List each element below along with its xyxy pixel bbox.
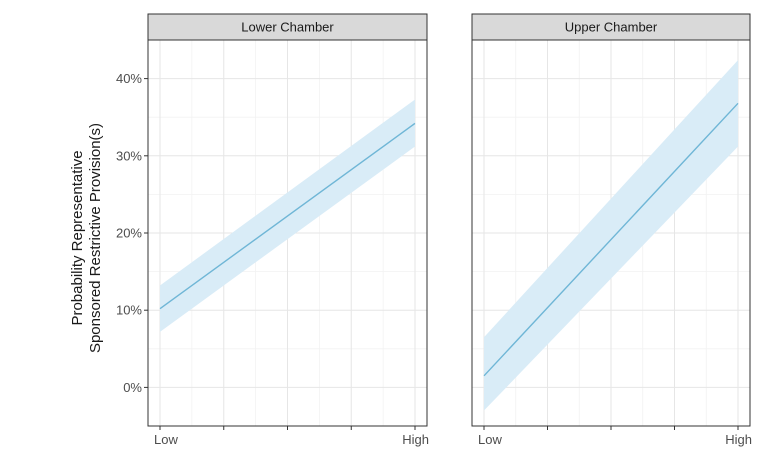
panel-lower-chamber: Lower Chamber Low High 0% 10% 20% 30% 40% (116, 13, 429, 447)
facet-strip (147, 13, 428, 41)
y-tick-label: 30% (116, 148, 142, 163)
x-tick-label-low: Low (478, 432, 502, 447)
confidence-band (484, 60, 738, 411)
y-tick-label: 10% (116, 303, 142, 318)
series-line (483, 102, 739, 377)
panel-upper-chamber: Upper Chamber Low High (471, 13, 752, 447)
y-axis-label-line-1: Probability Representative (69, 150, 86, 325)
x-tick-label-high: High (402, 432, 429, 447)
y-axis-label-line-2: Sponsored Restrictive Provision(s) (87, 123, 104, 353)
facet-strip-label: Upper Chamber (565, 20, 658, 35)
y-tick-label: 40% (116, 71, 142, 86)
facet-strip-label: Lower Chamber (241, 20, 334, 35)
x-tick-label-high: High (725, 432, 752, 447)
series-line (159, 122, 416, 310)
x-tick-label-low: Low (154, 432, 178, 447)
y-tick-label: 0% (123, 380, 142, 395)
facet-strip (471, 13, 751, 41)
y-tick-label: 20% (116, 226, 142, 241)
